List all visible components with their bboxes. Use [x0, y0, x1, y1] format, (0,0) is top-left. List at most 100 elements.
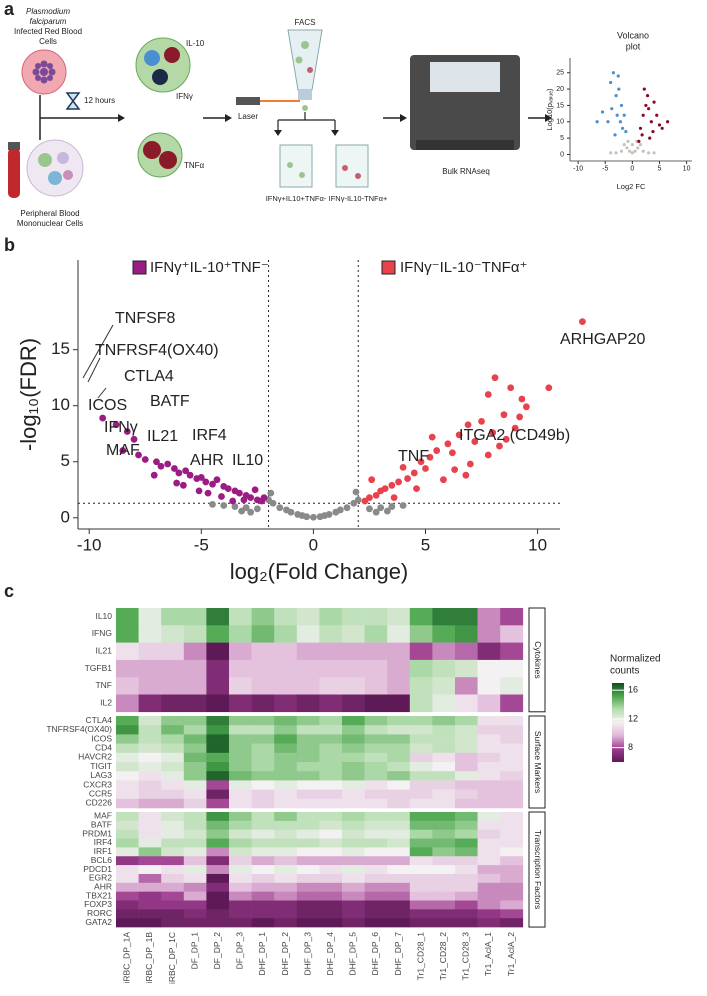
heat-cell: [296, 812, 320, 822]
point: [209, 480, 216, 488]
heat-cell: [455, 856, 478, 866]
heat-cell: [251, 891, 275, 901]
point: [119, 447, 127, 454]
heat-cell: [500, 780, 524, 790]
heat-cell: [138, 856, 162, 866]
point: [123, 428, 131, 435]
heat-cell: [387, 734, 411, 744]
heat-cell: [364, 838, 388, 848]
heat-cell: [251, 743, 275, 754]
heat-cell: [229, 856, 252, 866]
heat-cell: [274, 873, 298, 884]
heat-cell: [116, 789, 139, 800]
group-box: [528, 607, 546, 713]
panel-label: a: [4, 0, 15, 19]
point: [309, 513, 317, 521]
heat-cell: [455, 642, 478, 661]
heat-cell: [387, 798, 411, 809]
heat-cell: [409, 762, 433, 772]
heat-cell: [138, 820, 162, 830]
heat-cell: [387, 865, 411, 875]
heat-cell: [229, 762, 252, 772]
heat-cell: [116, 734, 139, 744]
heat-cell: [138, 659, 162, 678]
heat-cell: [500, 734, 524, 744]
heat-cell: [432, 856, 456, 866]
panel-label: c: [4, 581, 14, 601]
heat-cell: [116, 780, 139, 790]
row-label: ICOS: [91, 733, 112, 743]
heat-cell: [274, 909, 298, 919]
leader-line: [97, 387, 107, 399]
heat-cell: [342, 873, 365, 884]
x-axis-label: log₂(Fold Change): [230, 559, 409, 584]
heat-cell: [409, 725, 433, 735]
point: [609, 151, 613, 155]
rbc-label: Cells: [39, 37, 57, 46]
point: [251, 486, 259, 494]
heat-cell: [138, 780, 162, 790]
heat-cell: [161, 677, 185, 695]
heat-cell: [500, 798, 524, 809]
heat-cell: [183, 856, 207, 866]
heat-cell: [183, 918, 207, 928]
heat-cell: [455, 918, 478, 928]
heat-cell: [477, 771, 501, 781]
heat-cell: [500, 677, 524, 695]
heat-cell: [342, 752, 365, 763]
heat-cell: [161, 716, 185, 726]
heat-cell: [138, 694, 162, 713]
heat-cell: [455, 625, 478, 643]
heat-cell: [409, 789, 433, 800]
heat-cell: [387, 642, 411, 661]
heat-cell: [138, 716, 162, 726]
gene-label: IL21: [147, 428, 178, 445]
heat-cell: [409, 780, 433, 790]
heat-cell: [319, 900, 343, 910]
heat-cell: [116, 642, 139, 661]
point: [655, 113, 659, 117]
heat-cell: [229, 865, 252, 875]
heat-cell: [183, 838, 207, 848]
heat-cell: [116, 771, 139, 781]
point: [640, 133, 644, 137]
heat-cell: [432, 625, 456, 643]
point: [388, 481, 396, 489]
heat-cell: [229, 659, 252, 678]
point: [616, 74, 620, 78]
point: [500, 411, 508, 419]
heat-cell: [161, 734, 185, 744]
heat-cell: [296, 891, 320, 901]
heat-cell: [274, 725, 298, 735]
heat-cell: [183, 608, 207, 626]
heat-cell: [251, 734, 275, 744]
heat-cell: [183, 882, 207, 892]
heat-cell: [432, 734, 456, 744]
heat-cell: [183, 820, 207, 830]
heat-cell: [387, 891, 411, 901]
point: [325, 511, 333, 518]
heat-cell: [342, 716, 365, 726]
heat-cell: [206, 625, 230, 643]
point: [484, 391, 492, 398]
heat-cell: [500, 909, 524, 919]
heat-cell: [116, 743, 139, 754]
row-label: IRF4: [94, 837, 113, 847]
row-label: CCR5: [89, 788, 112, 798]
row-label: EGR2: [89, 873, 112, 883]
heat-cell: [409, 716, 433, 726]
point: [464, 421, 472, 429]
heat-cell: [206, 820, 230, 830]
rbc-title: Plasmodium: [26, 7, 70, 16]
heat-cell: [296, 694, 320, 713]
chart-title: Volcano: [617, 30, 649, 40]
colorbar-tick-label: 16: [628, 685, 638, 695]
workflow-art: [8, 29, 552, 198]
heat-cell: [296, 820, 320, 830]
point: [336, 506, 344, 514]
cytokine: IFNγ: [176, 92, 193, 101]
heat-cell: [296, 677, 320, 695]
heat-cell: [229, 882, 252, 892]
heat-cell: [319, 789, 343, 800]
point: [484, 451, 492, 459]
